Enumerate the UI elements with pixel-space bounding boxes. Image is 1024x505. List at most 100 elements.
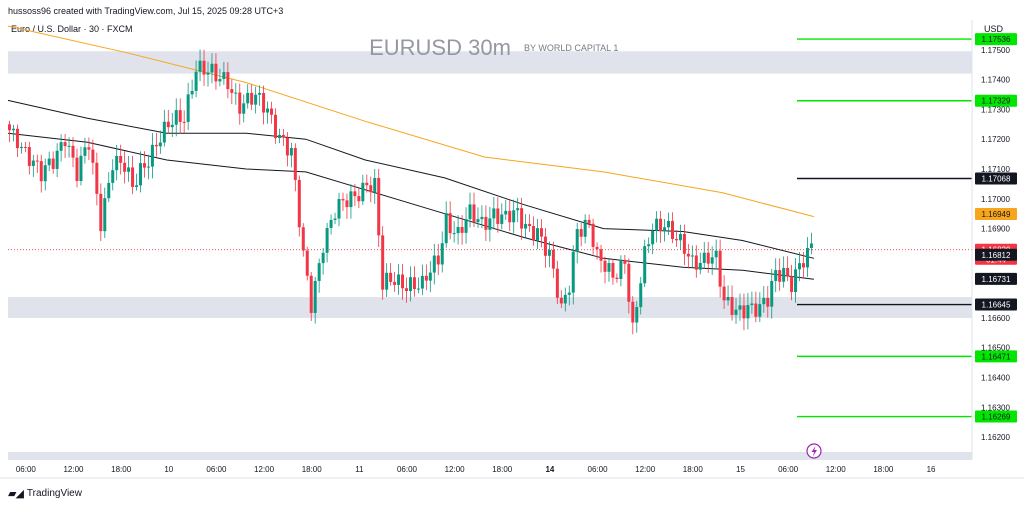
candle-body: [242, 103, 246, 114]
candle-body: [305, 250, 309, 276]
candle: [599, 244, 603, 273]
time-axis: 06:00 12:00 18:00 10 06:00 12:00 18:00 11 06:00 1…: [16, 465, 936, 474]
candle-body: [222, 72, 226, 79]
candle-body: [746, 305, 750, 319]
candle: [655, 211, 659, 243]
candle-body: [766, 297, 770, 307]
candle-body: [476, 219, 480, 223]
candle-body: [607, 262, 611, 272]
x-tick-label: 18:00: [492, 465, 513, 474]
candle-body: [631, 301, 635, 323]
candle: [162, 109, 166, 147]
candle-body: [59, 142, 63, 151]
candle-body: [270, 108, 274, 115]
candle-body: [79, 155, 83, 181]
candle-body: [615, 277, 619, 280]
candle: [539, 219, 543, 248]
candle: [254, 86, 258, 114]
ema-line: [7, 25, 815, 218]
candle: [686, 244, 690, 269]
level-price-tag: [975, 350, 1017, 363]
candle: [619, 255, 623, 287]
candle: [238, 83, 242, 125]
candle-body: [786, 267, 790, 277]
y-tick-label: 1.17300: [981, 105, 1010, 114]
candle-body: [599, 249, 603, 261]
candle-body: [559, 297, 563, 304]
candle: [754, 291, 758, 323]
candle-body: [706, 252, 710, 264]
candle-body: [583, 219, 587, 237]
candle-body: [555, 268, 559, 298]
candle: [611, 259, 615, 285]
candle-body: [234, 92, 238, 94]
candle-body: [500, 214, 504, 224]
candle-body: [75, 157, 79, 181]
candle: [484, 205, 488, 242]
y-tick-label: 1.16300: [981, 403, 1010, 412]
candle-body: [512, 210, 516, 223]
candle-body: [150, 144, 154, 167]
candle-body: [670, 220, 674, 239]
candle-body: [571, 251, 575, 293]
candle: [405, 277, 408, 303]
candle: [361, 174, 365, 206]
candle: [663, 219, 667, 242]
candle: [202, 49, 206, 86]
candle-body: [254, 94, 258, 105]
candle: [579, 223, 583, 247]
candle-body: [289, 148, 293, 156]
candle: [210, 53, 214, 84]
candle-body: [405, 288, 408, 292]
candle-body: [313, 280, 317, 313]
level-price-tag: [975, 172, 1017, 185]
x-tick-label: 11: [355, 465, 364, 474]
candle-body: [782, 267, 786, 282]
candle-body: [285, 137, 289, 156]
candle-body: [206, 72, 210, 75]
candle-body: [611, 262, 615, 278]
x-tick-label: 18:00: [111, 465, 132, 474]
candle: [794, 257, 798, 303]
price-axis: 1.175001.174001.173001.172001.171001.170…: [981, 46, 1010, 442]
candle: [127, 155, 131, 182]
candle-body: [774, 270, 778, 281]
candle-body: [448, 213, 452, 234]
candle: [115, 144, 119, 181]
candle: [464, 207, 468, 244]
envelope-lower-line: [7, 132, 814, 280]
candle: [555, 260, 559, 305]
candle-body: [690, 255, 694, 257]
candle: [670, 212, 674, 244]
candle: [349, 184, 353, 219]
candle: [63, 133, 67, 158]
candle: [242, 94, 246, 123]
candle: [746, 293, 750, 330]
time-scrollbar[interactable]: [8, 452, 972, 460]
candle: [59, 134, 63, 162]
candle-body: [416, 288, 420, 290]
candle: [643, 239, 647, 288]
x-tick-label: 06:00: [16, 465, 37, 474]
candle-body: [238, 92, 242, 114]
alert-lightning-icon[interactable]: [806, 443, 822, 459]
candle: [329, 214, 333, 235]
candle-body: [381, 235, 385, 290]
candle: [591, 218, 595, 255]
candle: [571, 245, 575, 305]
candle-body: [162, 121, 166, 143]
y-tick-label: 1.16500: [981, 344, 1010, 353]
candle-body: [194, 71, 198, 91]
candle: [123, 151, 127, 184]
x-tick-label: 18:00: [302, 465, 323, 474]
candle: [401, 263, 405, 300]
candle-body: [663, 227, 667, 232]
y-tick-label: 1.16600: [981, 314, 1010, 323]
candle-body: [186, 94, 190, 122]
candle-body: [158, 142, 162, 147]
candle-body: [659, 218, 663, 232]
candle-body: [698, 262, 702, 270]
candle: [798, 251, 802, 282]
candle-body: [809, 243, 813, 248]
